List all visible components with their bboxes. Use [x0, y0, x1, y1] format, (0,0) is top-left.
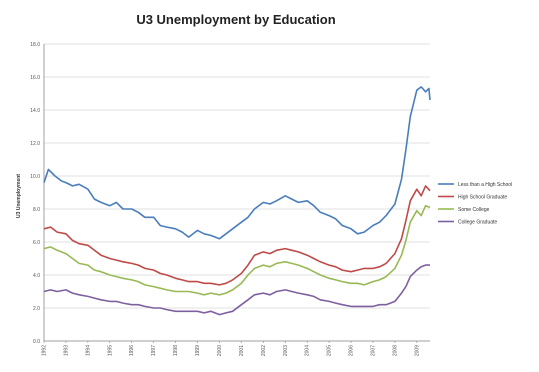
x-tick-label: 1996	[129, 345, 135, 356]
y-tick-label: 12.0	[30, 141, 40, 147]
x-tick-label: 2001	[239, 345, 245, 356]
x-tick-label: 1992	[42, 345, 48, 356]
y-tick-label: 0.0	[33, 339, 40, 345]
y-axis-label: U3 Unemployment	[16, 174, 22, 218]
x-tick-label: 2007	[370, 345, 376, 356]
axes: 0.0 2.0 4.0 6.0 8.0 10.0 12.0 14.0 16.0 18.0 1992 1…	[30, 42, 430, 356]
legend-label: High School Graduate	[458, 195, 507, 201]
x-tick-label: 1999	[195, 345, 201, 356]
y-tick-label: 6.0	[33, 240, 40, 246]
x-tick-label: 2009	[414, 345, 420, 356]
x-tick-label: 2003	[283, 345, 289, 356]
y-tick-label: 10.0	[30, 174, 40, 180]
chart-title: U3 Unemployment by Education	[136, 12, 335, 27]
y-tick-label: 14.0	[30, 108, 40, 114]
series-lines	[43, 86, 431, 316]
x-tick-label: 2000	[217, 345, 223, 356]
x-tick-label: 1998	[173, 345, 179, 356]
legend-label: College Graduate	[458, 220, 497, 226]
gridlines	[44, 43, 430, 342]
y-tick-label: 8.0	[33, 207, 40, 213]
x-tick-label: 1994	[85, 345, 91, 356]
legend-label: Some College	[458, 207, 490, 213]
x-tick-label: 2005	[327, 345, 333, 356]
y-tick-label: 16.0	[30, 75, 40, 81]
series-line-1	[43, 86, 431, 240]
x-tick-label: 2008	[392, 345, 398, 356]
x-tick-label: 1997	[151, 345, 157, 356]
series-line-4	[43, 264, 430, 316]
x-tick-label: 2002	[261, 345, 267, 356]
x-tick-label: 2004	[305, 345, 311, 356]
legend: Less than a High School High School Gradu…	[438, 182, 512, 226]
y-tick-label: 2.0	[33, 306, 40, 312]
x-tick-label: 1995	[107, 345, 113, 356]
series-line-2	[43, 185, 431, 286]
x-tick-label: 1993	[63, 345, 69, 356]
y-tick-label: 4.0	[33, 273, 40, 279]
series-line-3	[43, 204, 431, 296]
x-tick-label: 2006	[349, 345, 355, 356]
legend-label: Less than a High School	[458, 182, 512, 188]
y-tick-label: 18.0	[30, 42, 40, 48]
